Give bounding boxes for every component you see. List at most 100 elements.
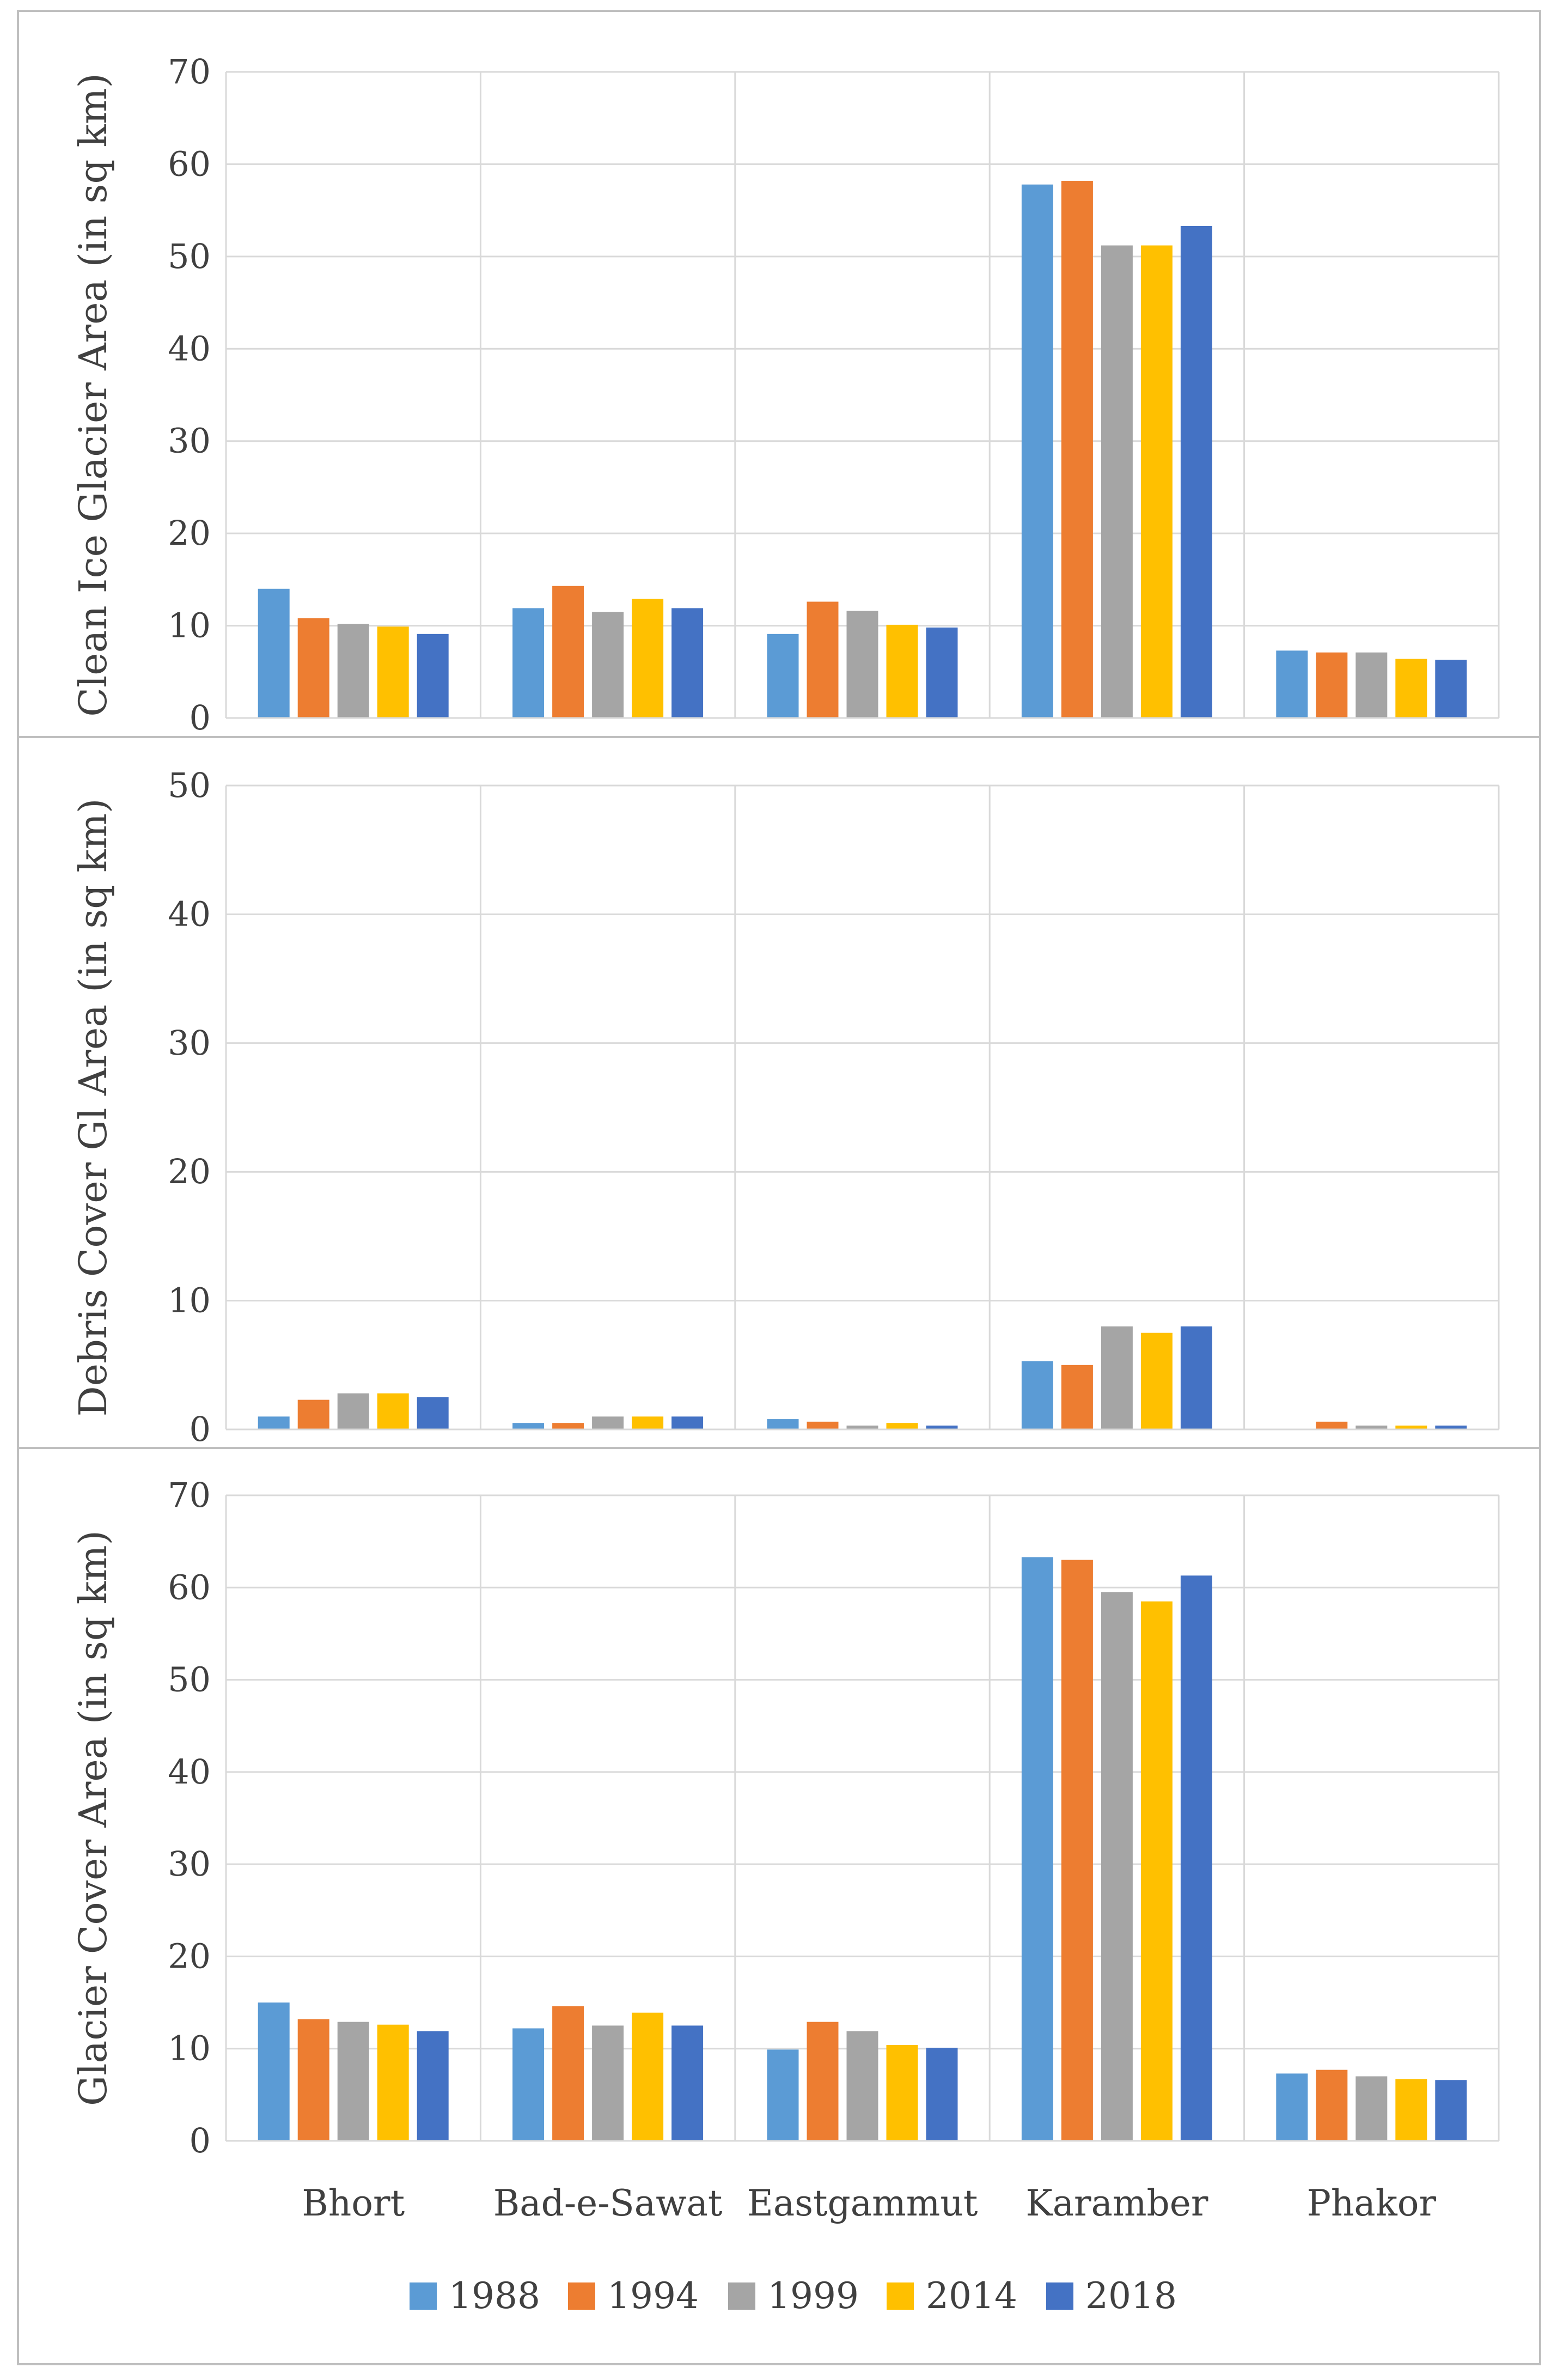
legend-swatch [728, 2282, 755, 2310]
legend-item-1994: 1994 [568, 2275, 699, 2317]
bar-bhort-1999 [337, 2022, 369, 2141]
bar-bhort-1999 [337, 624, 369, 718]
bar-bad-e-sawat-2018 [671, 2025, 704, 2141]
legend-label: 2018 [1085, 2275, 1177, 2317]
legend-item-2018: 2018 [1046, 2275, 1177, 2317]
figure-border [17, 10, 1541, 2365]
bar-karamber-1988 [1021, 1361, 1053, 1429]
legend-label: 1994 [607, 2275, 699, 2317]
y-axis-label: Glacier Cover Area (in sq km) [71, 1530, 115, 2106]
category-labels: Bhort Bad-e-Sawat Eastgammut Karamber Phakor [302, 2182, 1436, 2224]
bar-phakor-2014 [1395, 659, 1427, 718]
y-tick-label: 10 [168, 606, 211, 646]
y-tick-label: 30 [168, 421, 211, 461]
bar-bad-e-sawat-1994 [552, 1423, 584, 1429]
legend-label: 2014 [926, 2275, 1017, 2317]
bar-eastgammut-1994 [807, 2022, 839, 2141]
legend-swatch [1046, 2282, 1073, 2310]
chart-panel-3: 0 10 20 30 40 50 60 70 Glacier Cover Area (in sq… [71, 1475, 1500, 2160]
bar-bhort-1988 [258, 2002, 290, 2141]
bar-eastgammut-1999 [846, 2031, 878, 2141]
y-tick-label: 50 [168, 236, 211, 276]
bar-phakor-1994 [1316, 652, 1348, 718]
bar-bhort-1999 [337, 1393, 369, 1429]
bar-phakor-2018 [1435, 2080, 1467, 2141]
bar-karamber-1988 [1021, 1557, 1053, 2141]
bar-bhort-1988 [258, 1416, 290, 1429]
y-tick-label: 30 [168, 1844, 211, 1884]
bar-karamber-2018 [1180, 1326, 1212, 1429]
bar-phakor-1988 [1276, 2073, 1308, 2141]
bar-bad-e-sawat-2014 [632, 1416, 664, 1429]
bar-phakor-2014 [1395, 2079, 1427, 2141]
bar-bad-e-sawat-1999 [592, 2025, 624, 2141]
bar-bhort-1988 [258, 588, 290, 718]
y-tick-label: 0 [190, 1409, 211, 1449]
bar-phakor-2018 [1435, 1425, 1467, 1429]
bar-bad-e-sawat-2014 [632, 2012, 664, 2141]
bar-karamber-2018 [1180, 1575, 1212, 2141]
bar-phakor-1999 [1355, 1425, 1388, 1429]
y-tick-label: 30 [168, 1023, 211, 1063]
legend-swatch [410, 2282, 437, 2310]
y-axis-label: Clean Ice Glacier Area (in sq km) [71, 73, 115, 716]
bar-karamber-1994 [1061, 1365, 1093, 1429]
bar-phakor-1999 [1355, 652, 1388, 718]
chart-panel-2: 0 10 20 30 40 50 Debris Cover Gl Area (in sq k… [71, 765, 1500, 1449]
y-tick-label: 40 [168, 1752, 211, 1792]
bar-bad-e-sawat-1994 [552, 586, 584, 718]
bar-phakor-1994 [1316, 1421, 1348, 1429]
bar-bhort-2018 [417, 634, 449, 718]
bar-karamber-2014 [1140, 245, 1173, 718]
bar-eastgammut-2018 [926, 1425, 958, 1429]
y-axis-label: Debris Cover Gl Area (in sq km) [71, 799, 115, 1417]
bar-bad-e-sawat-1994 [552, 2006, 584, 2141]
x-tick-label: Bhort [302, 2182, 405, 2224]
y-tick-label: 60 [168, 1567, 211, 1607]
bar-bhort-2014 [377, 2024, 409, 2141]
chart-panel-1: 0 10 20 30 40 50 60 70 Clean Ice Glacier Area (i… [71, 52, 1500, 738]
bar-eastgammut-1994 [807, 601, 839, 718]
bar-bad-e-sawat-1988 [512, 1423, 545, 1429]
bar-eastgammut-1988 [767, 2049, 799, 2141]
y-tick-label: 50 [168, 1660, 211, 1700]
bar-bad-e-sawat-1999 [592, 1416, 624, 1429]
bar-eastgammut-2014 [886, 624, 918, 718]
bar-karamber-1994 [1061, 1560, 1093, 2141]
bar-bhort-1994 [297, 1399, 329, 1429]
y-tick-label: 50 [168, 765, 211, 805]
legend-item-2014: 2014 [887, 2275, 1017, 2317]
y-tick-label: 70 [168, 52, 211, 92]
y-tick-label: 40 [168, 894, 211, 934]
legend-label: 1999 [767, 2275, 859, 2317]
bar-eastgammut-2014 [886, 1423, 918, 1429]
bar-bad-e-sawat-1988 [512, 2028, 545, 2141]
bar-bad-e-sawat-2014 [632, 599, 664, 718]
y-tick-label: 20 [168, 1152, 211, 1191]
bar-karamber-2018 [1180, 226, 1212, 719]
legend-item-1999: 1999 [728, 2275, 859, 2317]
bar-bhort-2014 [377, 626, 409, 718]
y-tick-label: 70 [168, 1475, 211, 1515]
legend: 1988 1994 1999 2014 2018 [410, 2275, 1177, 2317]
bar-eastgammut-2018 [926, 627, 958, 718]
bar-karamber-1999 [1101, 245, 1133, 718]
bar-phakor-1994 [1316, 2069, 1348, 2141]
bar-karamber-1988 [1021, 184, 1053, 718]
bar-bad-e-sawat-2018 [671, 608, 704, 718]
legend-item-1988: 1988 [410, 2275, 540, 2317]
bar-eastgammut-1988 [767, 634, 799, 718]
bar-karamber-1999 [1101, 1592, 1133, 2141]
legend-swatch [568, 2282, 595, 2310]
bar-phakor-1999 [1355, 2076, 1388, 2141]
bar-bad-e-sawat-1988 [512, 608, 545, 718]
bar-eastgammut-1994 [807, 1421, 839, 1429]
bar-bad-e-sawat-2018 [671, 1416, 704, 1429]
bar-eastgammut-1988 [767, 1419, 799, 1429]
legend-swatch [887, 2282, 914, 2310]
bar-bad-e-sawat-1999 [592, 612, 624, 718]
y-tick-label: 20 [168, 1936, 211, 1976]
bar-bhort-2018 [417, 1397, 449, 1429]
